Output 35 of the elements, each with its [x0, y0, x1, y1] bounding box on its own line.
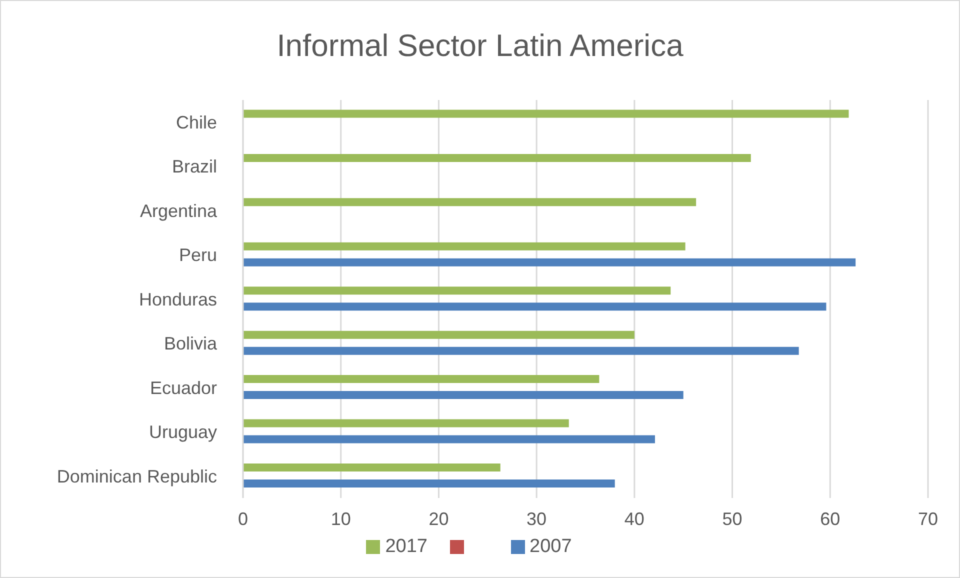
bar — [243, 198, 696, 206]
bar — [243, 435, 655, 444]
y-tick-label: Chile — [176, 112, 217, 132]
x-tick-label: 0 — [238, 508, 248, 529]
bar — [243, 391, 684, 400]
x-tick-label: 40 — [624, 508, 644, 529]
y-tick-label: Bolivia — [164, 334, 218, 354]
legend-label: 2007 — [530, 536, 572, 558]
bar — [243, 330, 634, 339]
y-tick-label: Honduras — [138, 289, 217, 310]
bar — [243, 375, 600, 384]
bar — [243, 346, 799, 355]
y-tick-label: Uruguay — [148, 422, 217, 442]
bar — [243, 464, 500, 472]
x-tick-label: 50 — [722, 508, 742, 529]
y-tick-label: Brazil — [172, 156, 217, 177]
y-tick-label: Ecuador — [150, 378, 217, 398]
bar — [243, 258, 856, 266]
bar — [243, 286, 671, 295]
bar — [243, 242, 686, 250]
x-tick-label: 10 — [330, 508, 351, 529]
x-tick-label: 70 — [918, 508, 938, 529]
x-tick-label: 30 — [526, 508, 547, 529]
bar — [243, 480, 615, 488]
y-tick-label: Dominican Republic — [56, 466, 217, 486]
bar — [243, 110, 849, 118]
legend-label: 2017 — [385, 536, 428, 558]
y-tick-label: Argentina — [140, 200, 218, 221]
y-tick-label: Peru — [178, 245, 217, 266]
bar — [243, 302, 826, 311]
bar — [243, 154, 751, 162]
chart-title: Informal Sector Latin America — [276, 28, 684, 64]
x-tick-label: 20 — [428, 508, 449, 529]
bar — [243, 419, 569, 428]
x-tick-label: 60 — [820, 508, 840, 529]
